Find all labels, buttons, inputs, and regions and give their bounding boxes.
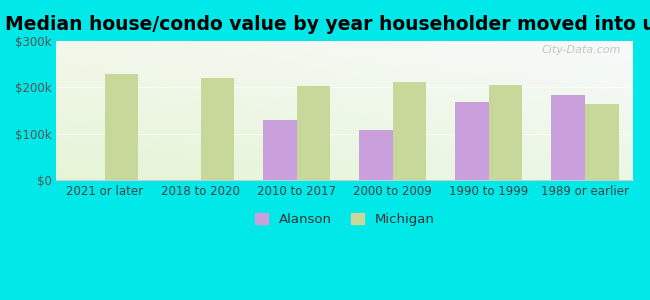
Bar [455,102,489,180]
Title: Median house/condo value by year householder moved into unit: Median house/condo value by year househo… [5,15,650,34]
Bar [359,130,393,180]
Bar [201,78,234,180]
Bar [489,85,523,180]
Legend: Alanson, Michigan: Alanson, Michigan [255,213,435,226]
Bar [551,95,585,180]
Bar [585,104,619,180]
Text: City-Data.com: City-Data.com [542,45,621,55]
Bar [393,82,426,180]
Bar [105,74,138,180]
Bar [296,86,330,180]
Bar [263,120,296,180]
